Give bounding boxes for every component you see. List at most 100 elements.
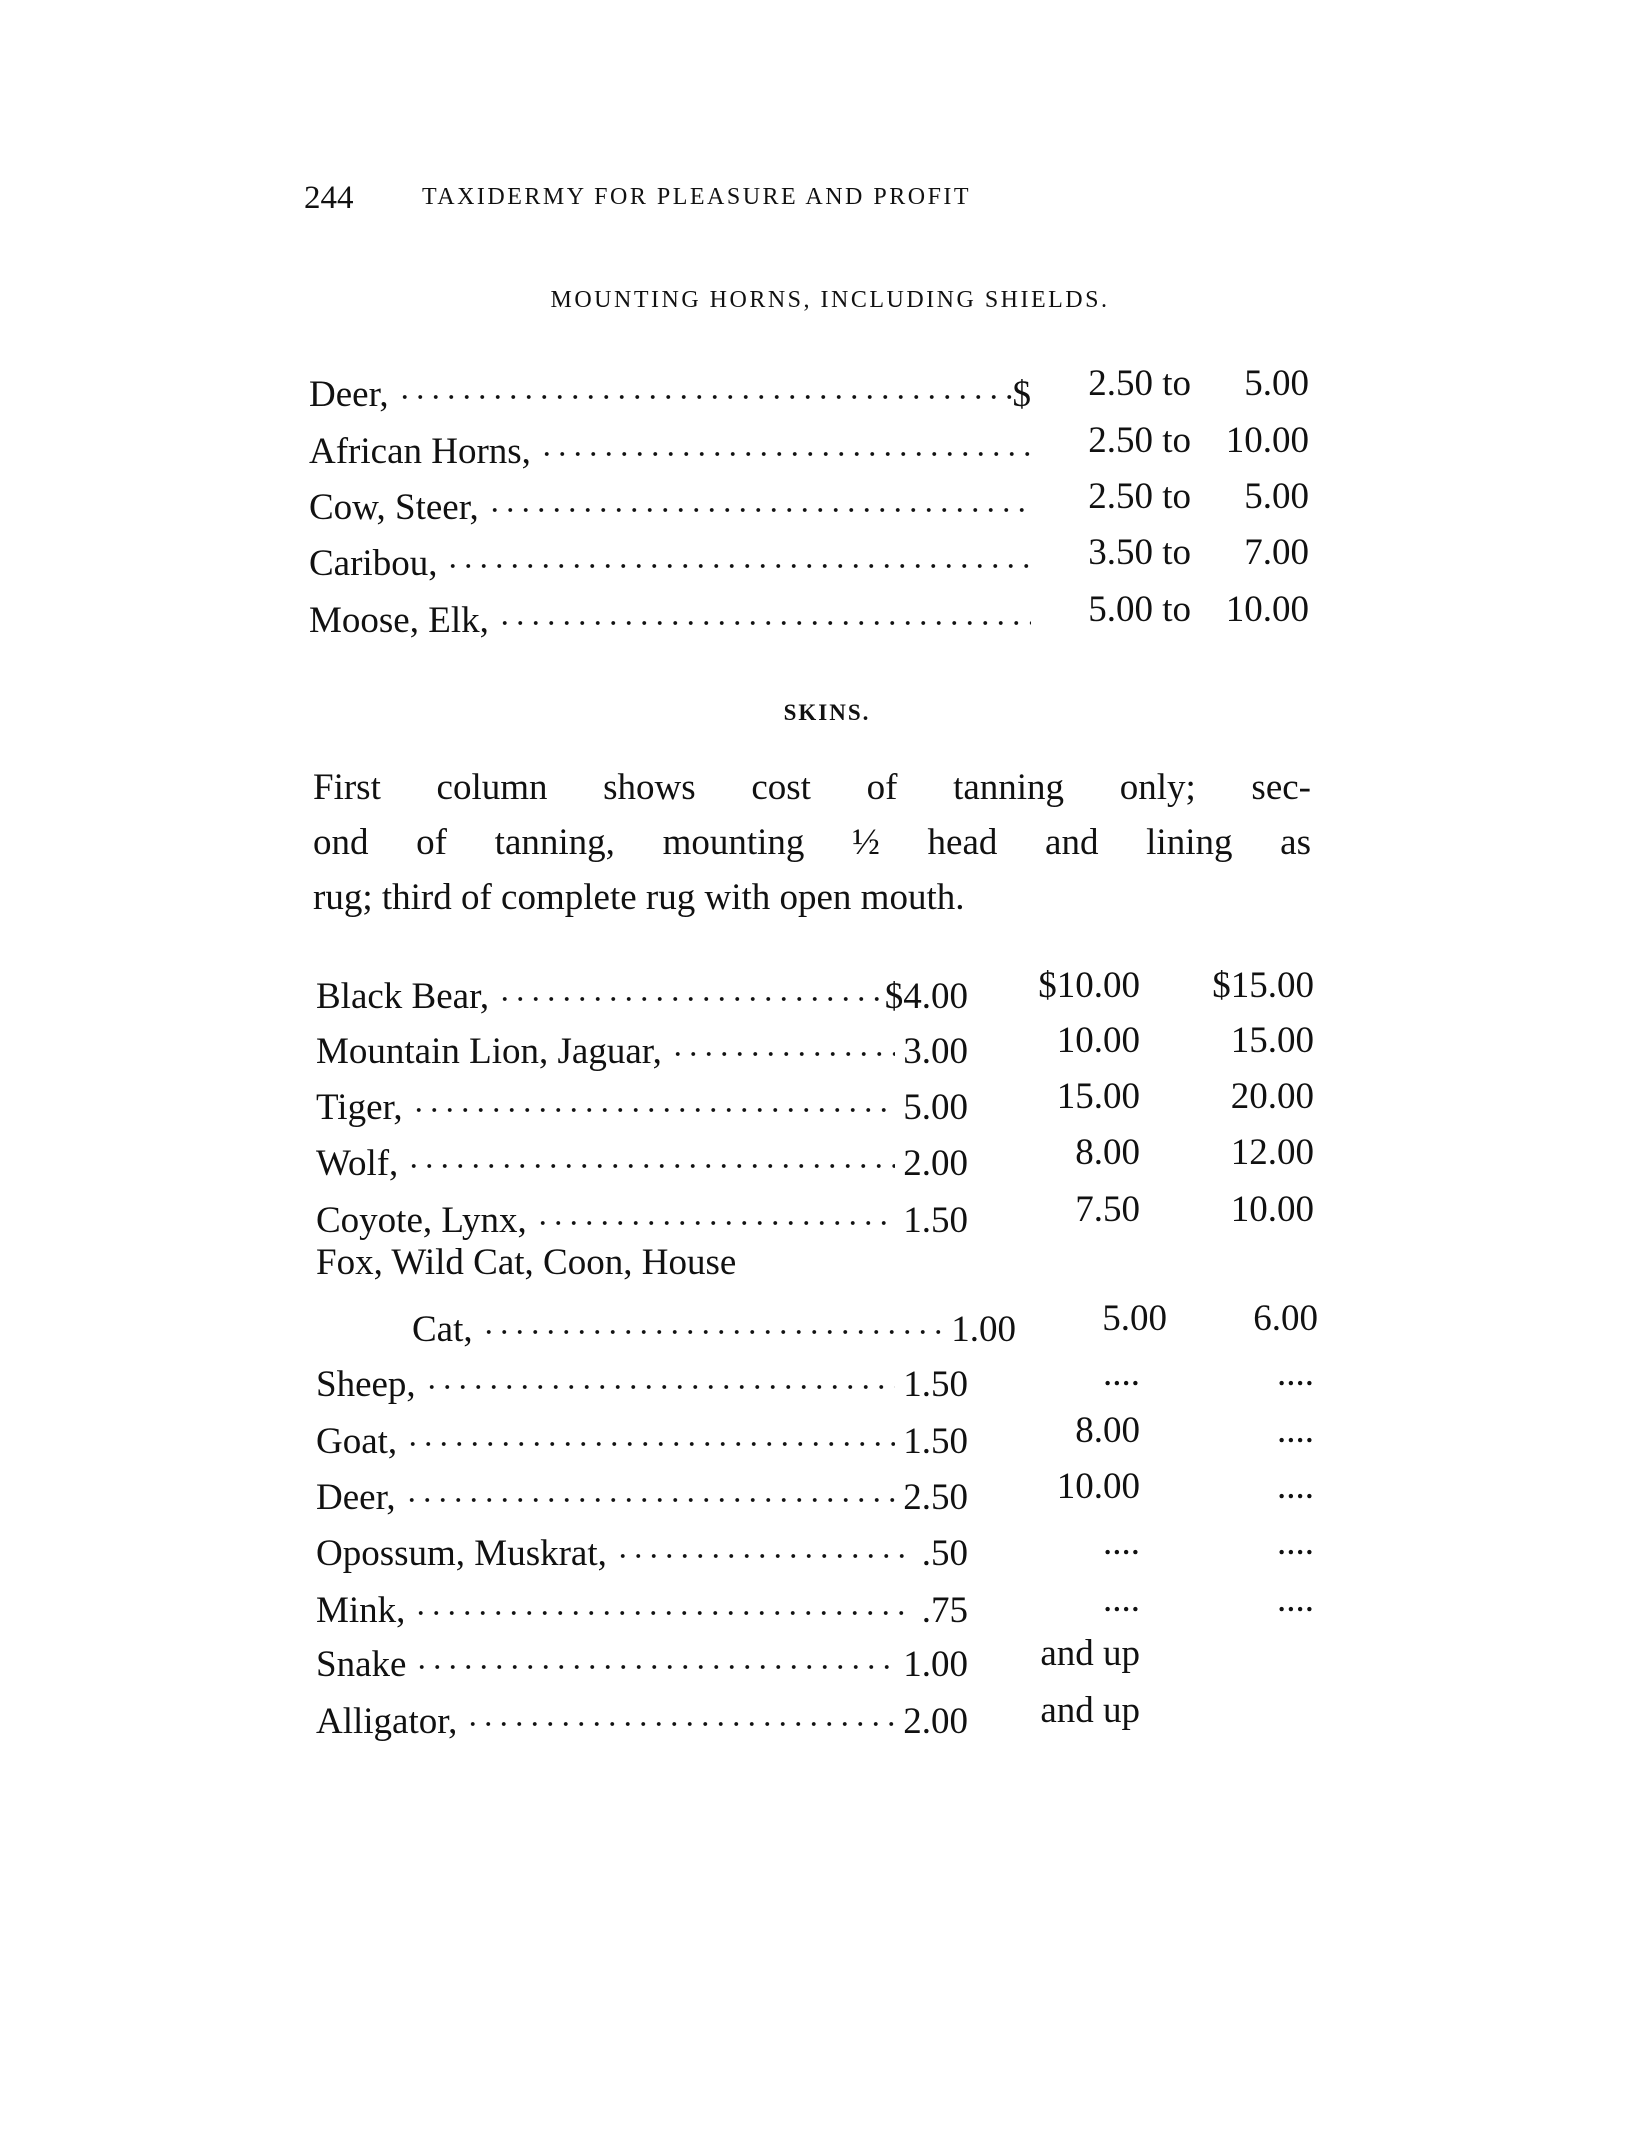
horns-row: Deer, $2.50 to 5.00 [309, 362, 1309, 415]
price-tanning: .75 [921, 1590, 968, 1631]
row-lead: Deer, $ [309, 362, 1031, 415]
skins-row: Mountain Lion, Jaguar, 3.00 10.00 15.00 [316, 1019, 1314, 1072]
dot-leader [669, 1019, 896, 1063]
price-half-mount: .... [1103, 1579, 1140, 1620]
row-lead: Tiger, 5.00 [316, 1075, 968, 1128]
price-full-rug: .... [1277, 1466, 1314, 1507]
skins-row: Goat, 1.50 8.00.... [316, 1409, 1314, 1462]
skins-row: Opossum, Muskrat, .50........ [316, 1521, 1314, 1574]
price-half-mount: 8.00 [1075, 1410, 1140, 1451]
skins-label: Wolf, [316, 1143, 399, 1184]
horns-row: Moose, Elk, 5.00 to 10.00 [309, 588, 1309, 641]
row-lead: Black Bear, $4.00 [316, 964, 968, 1017]
row-lead: Caribou, [309, 531, 1039, 584]
skins-row: Deer, 2.50 10.00.... [316, 1465, 1314, 1518]
price-full-rug: .... [1277, 1353, 1314, 1394]
skins-row: Wolf, 2.00 8.00 12.00 [316, 1131, 1314, 1184]
price-tanning: 5.00 [903, 1087, 968, 1128]
skins-row: Mink, .75........ [316, 1578, 1314, 1631]
dot-leader [406, 1131, 896, 1175]
price-half-mount: 10.00 [1056, 1466, 1140, 1507]
price-tanning: 2.50 [903, 1477, 968, 1518]
skins-row: Coyote, Lynx, 1.50 7.50 10.00 [316, 1188, 1314, 1241]
row-lead: Coyote, Lynx, 1.50 [316, 1188, 968, 1241]
row-lead: Opossum, Muskrat, .50 [316, 1521, 968, 1574]
dot-leader [396, 362, 1013, 406]
dot-leader [445, 531, 1031, 575]
dot-leader [410, 1075, 896, 1119]
dot-leader [480, 1297, 944, 1341]
price-to: 5.00 [1244, 363, 1309, 404]
price-to: 10.00 [1225, 420, 1309, 461]
row-lead: Cat, 1.00 [412, 1297, 1016, 1350]
skins-section-title: SKINS. [783, 700, 871, 725]
price-from: 2.50 to [1088, 420, 1191, 461]
skins-label: Coyote, Lynx, [316, 1200, 527, 1241]
price-tanning: .50 [921, 1533, 968, 1574]
row-lead: Mountain Lion, Jaguar, 3.00 [316, 1019, 968, 1072]
price-half-mount: and up [1040, 1690, 1140, 1731]
price-tanning: 1.50 [903, 1364, 968, 1405]
price-half-mount: and up [1040, 1633, 1140, 1674]
skins-label: Black Bear, [316, 976, 490, 1017]
skins-label: Tiger, [316, 1087, 403, 1128]
price-to: 5.00 [1244, 476, 1309, 517]
price-from: 2.50 to [1088, 363, 1191, 404]
price-to: 10.00 [1225, 589, 1309, 630]
dot-leader [538, 419, 1031, 463]
horns-label: Caribou, [309, 543, 438, 584]
skins-intro-line: rug; third of complete rug with open mou… [313, 877, 965, 918]
currency-sign: $ [1012, 374, 1032, 415]
dot-leader [486, 475, 1031, 519]
skins-label: Sheep, [316, 1364, 416, 1405]
page-number: 244 [304, 180, 354, 216]
price-full-rug: .... [1277, 1410, 1314, 1451]
horns-row: African Horns, 2.50 to 10.00 [309, 419, 1309, 472]
price-tanning: 3.00 [903, 1031, 968, 1072]
row-lead: Goat, 1.50 [316, 1409, 968, 1462]
dot-leader [496, 588, 1031, 632]
row-lead: Snake 1.00 [316, 1632, 968, 1685]
dot-leader [614, 1521, 914, 1565]
skins-row: Sheep, 1.50........ [316, 1352, 1314, 1405]
horns-section-title: MOUNTING HORNS, INCLUDING SHIELDS. [550, 287, 1110, 313]
price-tanning: 2.00 [903, 1701, 968, 1742]
price-half-mount: .... [1103, 1353, 1140, 1394]
dot-leader [405, 1409, 896, 1453]
running-title: TAXIDERMY FOR PLEASURE AND PROFIT [422, 184, 972, 210]
price-to: 7.00 [1244, 532, 1309, 573]
skins-label: Alligator, [316, 1701, 458, 1742]
price-full-rug: 10.00 [1230, 1189, 1314, 1230]
price-tanning: 1.00 [903, 1644, 968, 1685]
price-half-mount: $10.00 [1038, 965, 1140, 1006]
horns-label: Moose, Elk, [309, 600, 489, 641]
skins-row: Tiger, 5.00 15.00 20.00 [316, 1075, 1314, 1128]
row-lead: Wolf, 2.00 [316, 1131, 968, 1184]
row-lead: Moose, Elk, [309, 588, 1039, 641]
price-from: 3.50 to [1088, 532, 1191, 573]
skins-label: Mountain Lion, Jaguar, [316, 1031, 662, 1072]
price-full-rug: .... [1277, 1522, 1314, 1563]
skins-row: Black Bear, $4.00 $10.00 $15.00 [316, 964, 1314, 1017]
skins-row: Snake 1.00 and up [316, 1632, 1314, 1685]
row-lead: Deer, 2.50 [316, 1465, 968, 1518]
price-tanning: 1.00 [951, 1309, 1016, 1350]
price-from: 5.00 to [1088, 589, 1191, 630]
skins-label: Deer, [316, 1477, 396, 1518]
skins-intro-line: First column shows cost of tanning only;… [313, 767, 1311, 808]
skins-row: Alligator, 2.00 and up [316, 1689, 1314, 1742]
price-full-rug: .... [1277, 1579, 1314, 1620]
horns-label: African Horns, [309, 431, 531, 472]
price-full-rug: 15.00 [1230, 1020, 1314, 1061]
price-full-rug: 6.00 [1253, 1298, 1318, 1339]
dot-leader [413, 1578, 914, 1622]
price-full-rug: $15.00 [1212, 965, 1314, 1006]
horns-row: Caribou, 3.50 to 7.00 [309, 531, 1309, 584]
skins-row-label-line: Fox, Wild Cat, Coon, House [316, 1242, 737, 1283]
price-tanning: $4.00 [884, 976, 968, 1017]
skins-intro-line: ond of tanning, mounting ½ head and lini… [313, 822, 1311, 863]
price-tanning: 1.50 [903, 1421, 968, 1462]
horns-label: Deer, [309, 374, 389, 415]
price-half-mount: 8.00 [1075, 1132, 1140, 1173]
dot-leader [534, 1188, 896, 1232]
